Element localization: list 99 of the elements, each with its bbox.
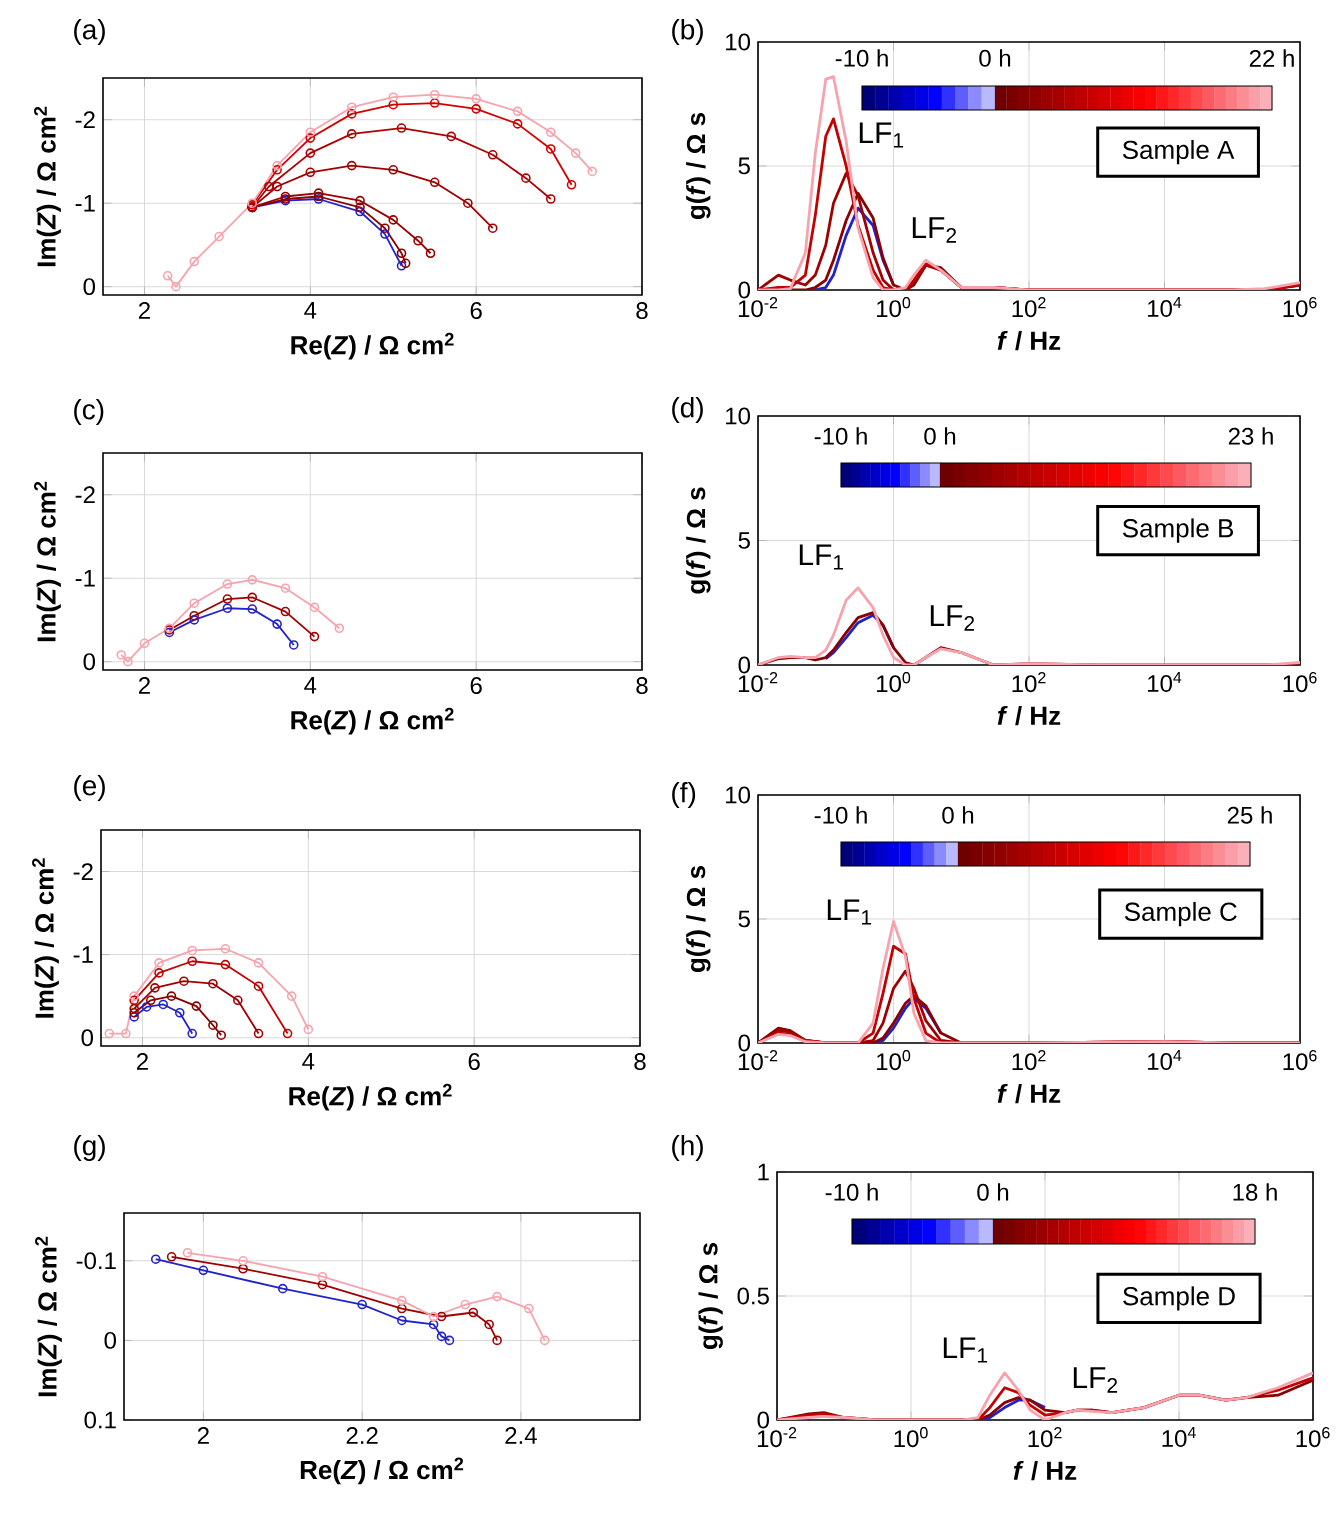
y-tick-label: 0 xyxy=(738,1034,751,1052)
y-axis-title: g(f) / Ω s xyxy=(698,1242,723,1350)
annotation: LF$_{1}$ xyxy=(799,544,844,570)
annotation: Sample C xyxy=(1124,901,1237,927)
x-tick-label: 4 xyxy=(304,302,317,319)
annotation: 22 h xyxy=(1249,49,1294,67)
y-tick-label: 0 xyxy=(738,281,751,299)
x-tick-label: 10$^{4}$ xyxy=(1148,297,1182,317)
x-tick-label: 10$^{2}$ xyxy=(1028,1427,1062,1448)
y-tick-label: 10 xyxy=(726,33,751,51)
chart-title: (g) xyxy=(74,1134,105,1162)
x-tick-label: 10$^{0}$ xyxy=(894,1427,928,1448)
x-tick-label: 10$^{6}$ xyxy=(1296,1427,1330,1448)
y-tick-label: 0 xyxy=(83,278,96,296)
chart-title: (d) xyxy=(672,396,703,424)
y-tick-label: 1 xyxy=(758,1163,769,1181)
y-tick-label: 10 xyxy=(726,407,751,425)
annotation: LF$_{1}$ xyxy=(859,122,904,148)
x-tick-label: 10$^{4}$ xyxy=(1148,1050,1182,1070)
y-tick-label: 10 xyxy=(726,786,751,804)
x-tick-label: 10$^{6}$ xyxy=(1283,672,1317,693)
x-axis-title: Re(Z) / Ω cm$^{2}$ xyxy=(289,1083,452,1111)
y-tick-label: 5 xyxy=(738,157,750,175)
x-tick-label: 10$^{6}$ xyxy=(1283,1050,1317,1071)
chart-title: (c) xyxy=(74,398,104,426)
annotation: 23 h xyxy=(1228,427,1273,445)
x-tick-label: 8 xyxy=(636,302,648,320)
y-tick-label: 0 xyxy=(83,653,96,671)
annotation: LF$_{2}$ xyxy=(930,605,975,631)
x-axis-title: f / Hz xyxy=(997,330,1061,351)
annotation: 0 h xyxy=(942,806,974,824)
annotation: LF$_{1}$ xyxy=(827,899,872,925)
x-tick-label: 4 xyxy=(304,677,317,694)
y-tick-label: 0 xyxy=(81,1029,94,1047)
x-tick-label: 10$^{4}$ xyxy=(1162,1427,1196,1447)
x-tick-label: 10$^{0}$ xyxy=(877,672,911,693)
annotation: 0 h xyxy=(977,1183,1009,1201)
x-tick-label: 10$^{4}$ xyxy=(1148,672,1182,692)
x-axis-title: f / Hz xyxy=(997,705,1061,726)
y-tick-label: -0.1 xyxy=(76,1252,116,1270)
annotation: 18 h xyxy=(1233,1183,1277,1201)
chart-title: (e) xyxy=(74,774,105,802)
chart-title: (b) xyxy=(672,18,703,46)
annotation: Sample B xyxy=(1122,518,1234,543)
annotation: -10 h xyxy=(814,806,867,824)
annotation: LF$_{2}$ xyxy=(912,217,957,243)
x-tick-label: 2 xyxy=(136,1053,148,1070)
y-axis-title: Im(Z) / Ω cm$^{2}$ xyxy=(32,858,59,1018)
y-tick-label: 0 xyxy=(757,1411,770,1429)
annotation: 0 h xyxy=(924,427,956,445)
y-tick-label: -2 xyxy=(75,111,95,129)
annotation: LF$_{2}$ xyxy=(1073,1367,1118,1393)
y-tick-label: -2 xyxy=(75,486,95,504)
annotation: Sample D xyxy=(1123,1286,1235,1311)
x-tick-label: 4 xyxy=(302,1053,315,1070)
x-axis-title: Re(Z) / Ω cm$^{2}$ xyxy=(300,1457,464,1485)
annotation: LF$_{1}$ xyxy=(943,1337,988,1363)
x-tick-label: 6 xyxy=(468,1053,480,1071)
y-tick-label: 5 xyxy=(738,910,750,928)
x-tick-label: 8 xyxy=(636,677,648,695)
annotation: -10 h xyxy=(835,49,888,67)
x-tick-label: 2.4 xyxy=(505,1427,537,1444)
y-tick-label: -1 xyxy=(73,946,93,963)
x-tick-label: 6 xyxy=(470,677,482,695)
annotation: Sample A xyxy=(1122,139,1235,165)
y-tick-label: -1 xyxy=(75,194,95,212)
chart-title: (h) xyxy=(672,1134,703,1162)
annotation: 25 h xyxy=(1227,806,1272,824)
x-tick-label: 10$^{2}$ xyxy=(1012,672,1046,693)
y-tick-label: 5 xyxy=(738,532,750,549)
annotation: -10 h xyxy=(814,427,867,445)
y-tick-label: 0 xyxy=(738,656,751,674)
chart-title: (a) xyxy=(74,18,105,46)
y-axis-title: g(f) / Ω s xyxy=(686,865,711,973)
x-tick-label: 2 xyxy=(138,677,150,694)
x-tick-label: 10$^{6}$ xyxy=(1283,297,1317,318)
annotation: -10 h xyxy=(825,1183,878,1201)
x-tick-label: 10$^{2}$ xyxy=(1012,297,1046,318)
annotation: 0 h xyxy=(979,49,1011,67)
y-tick-label: 0.1 xyxy=(84,1411,116,1429)
y-tick-label: 0.5 xyxy=(737,1287,769,1305)
y-axis-title: g(f) / Ω s xyxy=(686,487,711,594)
x-axis-title: Re(Z) / Ω cm$^{2}$ xyxy=(291,332,454,360)
x-tick-label: 6 xyxy=(470,302,482,320)
y-tick-label: -1 xyxy=(75,569,95,587)
x-tick-label: 8 xyxy=(634,1053,646,1071)
x-tick-label: 2.2 xyxy=(346,1427,378,1444)
y-tick-label: -2 xyxy=(73,863,93,880)
y-axis-title: g(f) / Ω s xyxy=(686,112,711,220)
x-tick-label: 10$^{0}$ xyxy=(877,1050,911,1071)
x-tick-label: 2 xyxy=(197,1427,209,1444)
x-axis-title: Re(Z) / Ω cm$^{2}$ xyxy=(291,707,454,735)
x-tick-label: 10$^{0}$ xyxy=(877,297,911,318)
x-axis-title: f / Hz xyxy=(997,1083,1061,1104)
y-tick-label: 0 xyxy=(104,1331,117,1349)
x-tick-label: 2 xyxy=(138,302,150,319)
x-axis-title: f / Hz xyxy=(1013,1460,1077,1481)
chart-title: (f) xyxy=(672,781,696,809)
x-tick-label: 10$^{2}$ xyxy=(1012,1050,1046,1071)
